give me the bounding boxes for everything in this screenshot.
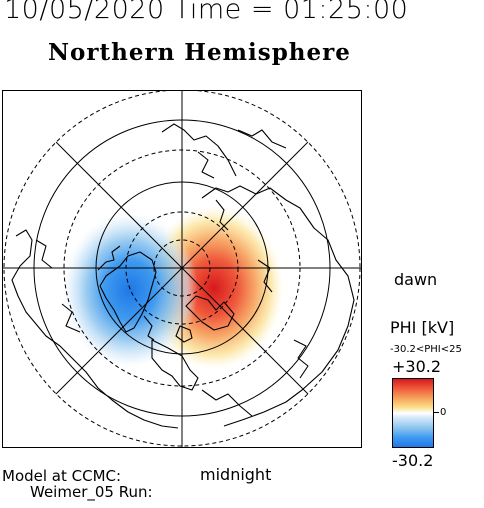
colorbar-title: PHI [kV] <box>390 318 455 337</box>
colorbar-zero-label: 0 <box>440 407 447 418</box>
datetime-title: 10/05/2020 Time = 01:25:00 <box>4 0 409 25</box>
run-label: Weimer_05 Run: <box>30 483 153 501</box>
colorbar-range-text: -30.2<PHI<25 <box>390 344 462 355</box>
colorbar <box>392 378 434 448</box>
colorbar-zero-tick <box>434 412 439 413</box>
colorbar-min-label: -30.2 <box>392 451 434 470</box>
model-label: Model at CCMC: <box>2 467 122 485</box>
polar-map <box>2 90 362 448</box>
hemisphere-title: Northern Hemisphere <box>48 39 351 66</box>
dawn-label: dawn <box>394 270 438 289</box>
coastlines <box>11 123 355 429</box>
meridian-lines <box>2 90 362 448</box>
negative-potential-cell <box>62 212 198 368</box>
midnight-label: midnight <box>200 465 272 484</box>
colorbar-max-label: +30.2 <box>392 357 442 376</box>
